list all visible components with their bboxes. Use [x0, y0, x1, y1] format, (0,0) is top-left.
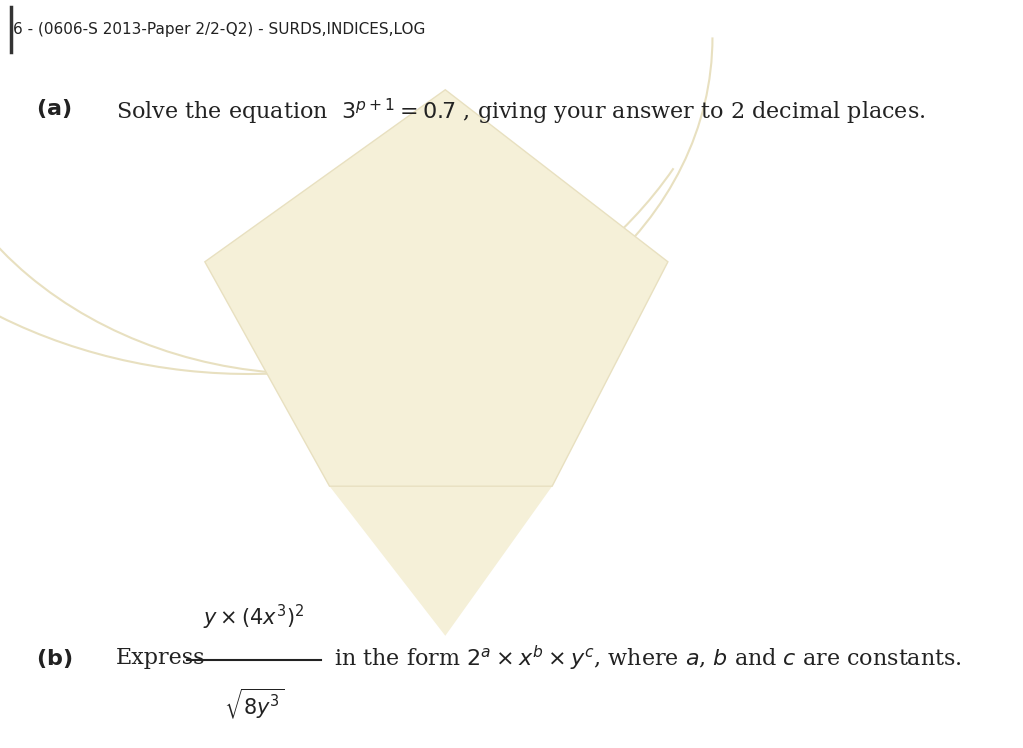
Text: $\mathbf{(b)}$: $\mathbf{(b)}$ — [36, 647, 72, 669]
Text: Solve the equation  $3^{p+1} = 0.7$ , giving your answer to 2 decimal places.: Solve the equation $3^{p+1} = 0.7$ , giv… — [116, 97, 926, 127]
Text: $\mathbf{(a)}$: $\mathbf{(a)}$ — [36, 97, 71, 120]
Polygon shape — [329, 486, 552, 636]
Text: $y \times (4x^3)^2$: $y \times (4x^3)^2$ — [204, 603, 305, 632]
Text: in the form $2^a \times x^b \times y^c$, where $a$, $b$ and $c$ are constants.: in the form $2^a \times x^b \times y^c$,… — [333, 643, 962, 673]
Text: 6 - (0606-S 2013-Paper 2/2-Q2) - SURDS,INDICES,LOG: 6 - (0606-S 2013-Paper 2/2-Q2) - SURDS,I… — [13, 22, 426, 37]
Text: Express: Express — [116, 647, 206, 669]
Polygon shape — [205, 90, 668, 486]
Text: $\sqrt{8y^3}$: $\sqrt{8y^3}$ — [224, 686, 284, 720]
